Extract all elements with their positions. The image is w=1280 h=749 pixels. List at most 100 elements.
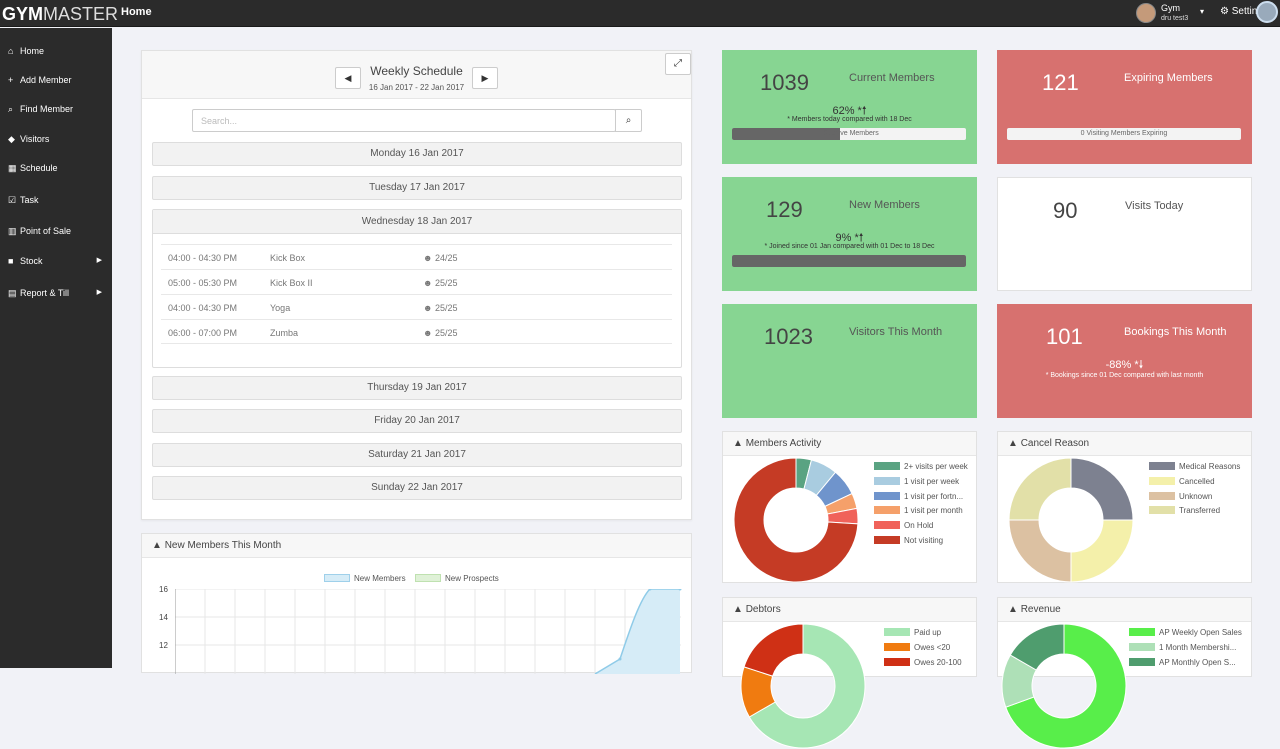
visitors-month-label: Visitors This Month [849,326,943,338]
home-icon: ⌂ [8,46,14,56]
sidebar-item-schedule[interactable]: ▦ Schedule [0,154,112,182]
legend-item-on-hold[interactable]: On Hold [874,521,933,530]
search-icon: ⌕ [8,104,14,114]
slice-owes-20-100[interactable] [743,623,804,677]
class-time: 04:00 - 04:30 PM [168,253,238,263]
legend-item-unknown[interactable]: Unknown [1149,491,1213,501]
weekly-schedule-panel: ◀ Weekly Schedule 16 Jan 2017 - 22 Jan 2… [141,50,692,520]
slice-ap-monthly-open-s[interactable] [1009,623,1065,671]
sidebar-item-add-member[interactable]: + Add Member [0,66,112,94]
class-name: Kick Box [270,253,306,263]
users-icon: ☻ [423,253,433,263]
legend-swatch [1149,476,1175,485]
class-row[interactable]: 04:00 - 04:30 PM Yoga ☻ 25/25 [161,294,672,319]
sidebar-item-label: Add Member [20,75,72,85]
bookings-month-tile[interactable]: 101 Bookings This Month -88% *🠗 * Bookin… [997,304,1252,418]
sidebar-item-point-of-sale[interactable]: ▥ Point of Sale [0,217,112,245]
profile-avatar[interactable] [1256,1,1278,23]
day-sunday[interactable]: Sunday 22 Jan 2017 [152,476,682,500]
area-chart-icon: ▲ [1008,438,1018,449]
bar-fill [732,128,840,140]
day-thursday[interactable]: Thursday 19 Jan 2017 [152,376,682,400]
slice-transferred[interactable] [1008,457,1072,521]
sidebar-item-label: Visitors [20,134,50,144]
legend-item-paid-up[interactable]: Paid up [884,628,941,637]
current-members-tile[interactable]: 1039 Current Members 62% *🠕 * Members to… [722,50,977,164]
expiring-members-tile[interactable]: 121 Expiring Members 0 Visiting Members … [997,50,1252,164]
slice-medical-reasons[interactable] [1070,457,1134,521]
legend-label: 1 visit per week [904,476,960,486]
legend-item-1-month-membershi[interactable]: 1 Month Membershi... [1129,642,1236,652]
slice-cancelled[interactable] [1070,519,1134,583]
data-point[interactable] [678,589,682,591]
legend-swatch [324,574,350,582]
search-button[interactable]: ⌕ [615,109,642,132]
schedule-range: 16 Jan 2017 - 22 Jan 2017 [368,83,465,92]
settings-link[interactable]: ⚙ Settin [1220,6,1257,17]
sidebar-item-visitors[interactable]: ◆ Visitors [0,125,112,153]
legend-item-ap-monthly-open-s[interactable]: AP Monthly Open S... [1129,657,1236,667]
legend-item-cancelled[interactable]: Cancelled [1149,476,1215,486]
revenue-donut [1001,623,1127,749]
legend-label: On Hold [904,521,934,531]
legend-new-members[interactable]: New Members [324,574,406,583]
breadcrumb[interactable]: Home [121,6,152,18]
day-saturday[interactable]: Saturday 21 Jan 2017 [152,443,682,467]
visits-today-value: 90 [1053,198,1078,223]
slice-unknown[interactable] [1008,519,1072,583]
new-members-bar [732,255,966,267]
legend-label: Transferred [1179,506,1221,516]
line-chart [175,589,682,674]
day-monday[interactable]: Monday 16 Jan 2017 [152,142,682,166]
class-row[interactable]: 06:00 - 07:00 PM Zumba ☻ 25/25 [161,319,672,344]
legend-label: 2+ visits per week [904,462,968,471]
debtors-donut [740,623,866,749]
day-wednesday[interactable]: Wednesday 18 Jan 2017 [153,210,681,234]
visits-today-tile[interactable]: 90 Visits Today [997,177,1252,291]
day-friday[interactable]: Friday 20 Jan 2017 [152,409,682,433]
schedule-title: Weekly Schedule [370,64,463,78]
class-row[interactable]: 05:00 - 05:30 PM Kick Box II ☻ 25/25 [161,269,672,294]
sidebar-item-task[interactable]: ☑ Task [0,186,112,214]
pct-value: 62% * [832,105,862,117]
bar-text: 0 Visiting Members Expiring [1080,130,1168,137]
legend-swatch [874,506,900,515]
legend-swatch [1149,506,1175,515]
expand-button[interactable]: ⤢ [665,53,691,75]
legend-label: Paid up [914,628,942,637]
day-tuesday[interactable]: Tuesday 17 Jan 2017 [152,176,682,200]
legend-item-1-visit-per-fortn[interactable]: 1 visit per fortn... [874,491,963,501]
legend-swatch [874,491,900,500]
new-members-area [595,589,680,674]
legend-item-owes-20[interactable]: Owes <20 [884,642,950,652]
gymmaster-logo[interactable]: GYMMASTER [2,4,119,24]
users-icon: ☻ [423,328,433,338]
legend-item-not-visiting[interactable]: Not visiting [874,536,943,545]
panel-title: Revenue [1020,604,1061,615]
legend-item-1-visit-per-week[interactable]: 1 visit per week [874,476,960,486]
sidebar-item-home[interactable]: ⌂ Home [0,37,112,65]
visitors-month-tile[interactable]: 1023 Visitors This Month [722,304,977,418]
sidebar-item-stock[interactable]: ■ Stock ▶ [0,247,112,275]
legend-item-ap-weekly-open-sales[interactable]: AP Weekly Open Sales [1129,628,1242,637]
legend-item-owes-20-100[interactable]: Owes 20-100 [884,657,962,667]
class-row[interactable]: 04:00 - 04:30 PM Kick Box ☻ 24/25 [161,244,672,269]
data-point[interactable] [618,657,622,661]
new-members-tile[interactable]: 129 New Members 9% *🠕 * Joined since 01 … [722,177,977,291]
legend-item-2-visits-per-week[interactable]: 2+ visits per week [874,462,968,471]
legend-label: Unknown [1179,491,1213,501]
legend-label: Owes 20-100 [914,657,962,667]
schedule-search-input[interactable]: Search... [192,109,616,132]
bookings-month-pct: -88% *🠗 [997,356,1252,375]
legend-item-medical-reasons[interactable]: Medical Reasons [1149,462,1240,471]
next-week-button[interactable]: ▶ [472,67,498,89]
sidebar-item-find-member[interactable]: ⌕ Find Member [0,95,112,123]
legend-item-1-visit-per-month[interactable]: 1 visit per month [874,506,963,515]
prev-week-button[interactable]: ◀ [335,67,361,89]
data-point[interactable] [648,589,652,591]
class-time: 04:00 - 04:30 PM [168,303,238,313]
legend-item-transferred[interactable]: Transferred [1149,506,1220,515]
slice-not-visiting[interactable] [733,457,859,583]
legend-new-prospects[interactable]: New Prospects [415,574,499,583]
sidebar-item-report-till[interactable]: ▤ Report & Till ▶ [0,279,112,307]
